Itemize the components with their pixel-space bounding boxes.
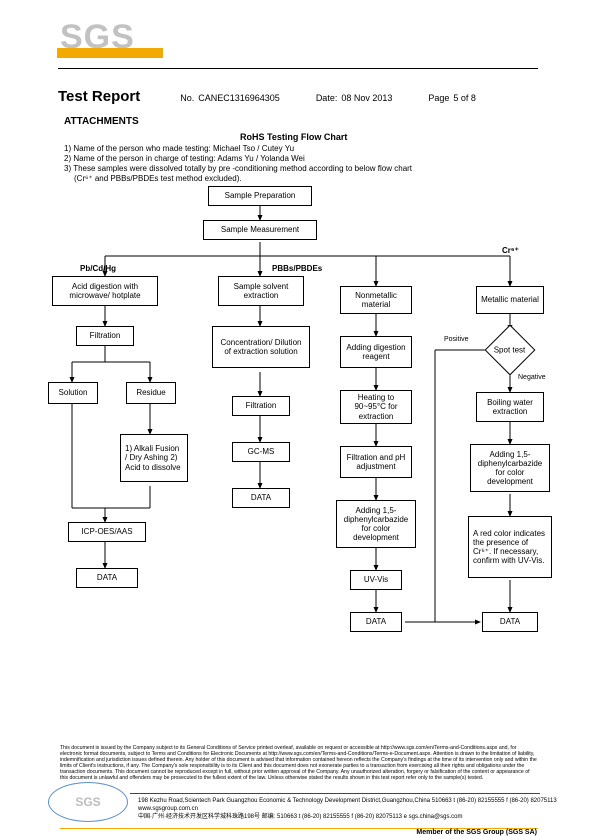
box-sample-meas: Sample Measurement	[203, 220, 317, 240]
box-icp: ICP-OES/AAS	[68, 522, 146, 542]
report-no-label: No.	[180, 93, 194, 103]
top-divider	[58, 68, 538, 69]
box-heating: Heating to 90~95°C for extraction	[340, 390, 412, 424]
label-pb: Pb/Cd/Hg	[80, 264, 116, 273]
report-title: Test Report	[58, 88, 140, 105]
footer-contact: 198 Kezhu Road,Scientech Park Guangzhou …	[138, 798, 591, 821]
box-filtration-2: Filtration	[232, 396, 290, 416]
note-2: 2) Name of the person in charge of testi…	[64, 154, 305, 163]
box-data-1: DATA	[76, 568, 138, 588]
footer-stamp: SGS	[48, 782, 128, 822]
diamond-spot-test-label: Spot test	[494, 345, 526, 354]
report-header: Test Report No. CANEC1316964305 Date: 08…	[58, 88, 538, 105]
section-title: ATTACHMENTS	[64, 116, 139, 127]
box-boiling: Boiling water extraction	[476, 392, 544, 422]
footer-contact-line1: 198 Kezhu Road,Scientech Park Guangzhou …	[138, 798, 591, 814]
box-sample-prep: Sample Preparation	[208, 186, 312, 206]
note-3: 3) These samples were dissolved totally …	[64, 164, 412, 173]
box-data-4: DATA	[482, 612, 538, 632]
footer-stamp-text: SGS	[75, 795, 100, 809]
box-solvent: Sample solvent extraction	[218, 276, 304, 306]
box-data-3: DATA	[350, 612, 402, 632]
label-negative: Negative	[518, 374, 546, 381]
box-nonmetallic: Nonmetallic material	[340, 286, 412, 314]
label-pbb: PBBs/PBDEs	[272, 264, 322, 273]
chart-title: RoHS Testing Flow Chart	[240, 132, 347, 142]
box-filtration-ph: Filtration and pH adjustment	[340, 446, 412, 478]
box-solution: Solution	[48, 382, 98, 404]
footer-member: Member of the SGS Group (SGS SA)	[416, 829, 537, 836]
box-filtration-1: Filtration	[76, 326, 134, 346]
label-cr: Cr⁶⁺	[502, 246, 519, 255]
box-uvvis: UV-Vis	[350, 570, 402, 590]
report-date: 08 Nov 2013	[341, 93, 392, 103]
report-page-label: Page	[428, 93, 449, 103]
box-digestion-reagent: Adding digestion reagent	[340, 336, 412, 368]
box-concentration: Concentration/ Dilution of extraction so…	[212, 326, 310, 368]
box-red-color: A red color indicates the presence of Cr…	[468, 516, 552, 578]
logo-accent-bar	[57, 48, 163, 58]
footer-disclaimer: This document is issued by the Company s…	[60, 746, 538, 782]
box-data-2: DATA	[232, 488, 290, 508]
report-no: CANEC1316964305	[198, 93, 280, 103]
footer-divider	[130, 793, 540, 794]
note-3b: (Cr⁶⁺ and PBBs/PBDEs test method exclude…	[74, 174, 242, 183]
box-metallic: Metallic material	[476, 286, 544, 314]
report-date-label: Date:	[316, 93, 338, 103]
label-positive: Positive	[444, 336, 469, 343]
box-dpc-1: Adding 1,5-diphenylcarbazide for color d…	[336, 500, 416, 548]
diamond-spot-test: Spot test	[485, 325, 536, 376]
note-1: 1) Name of the person who made testing: …	[64, 144, 294, 153]
box-acid-digestion: Acid digestion with microwave/ hotplate	[52, 276, 158, 306]
box-alkali: 1) Alkali Fusion / Dry Ashing 2) Acid to…	[120, 434, 188, 482]
flowchart: Sample Preparation Sample Measurement Pb…	[40, 186, 560, 746]
box-dpc-2: Adding 1,5-diphenylcarbazide for color d…	[470, 444, 550, 492]
box-gcms: GC-MS	[232, 442, 290, 462]
logo: SGS	[60, 18, 135, 57]
report-page: 5 of 8	[453, 93, 476, 103]
box-residue: Residue	[126, 382, 176, 404]
footer-contact-line2: 中国·广州·经济技术开发区科学城科珠路198号 邮编: 510663 t (86…	[138, 814, 591, 822]
